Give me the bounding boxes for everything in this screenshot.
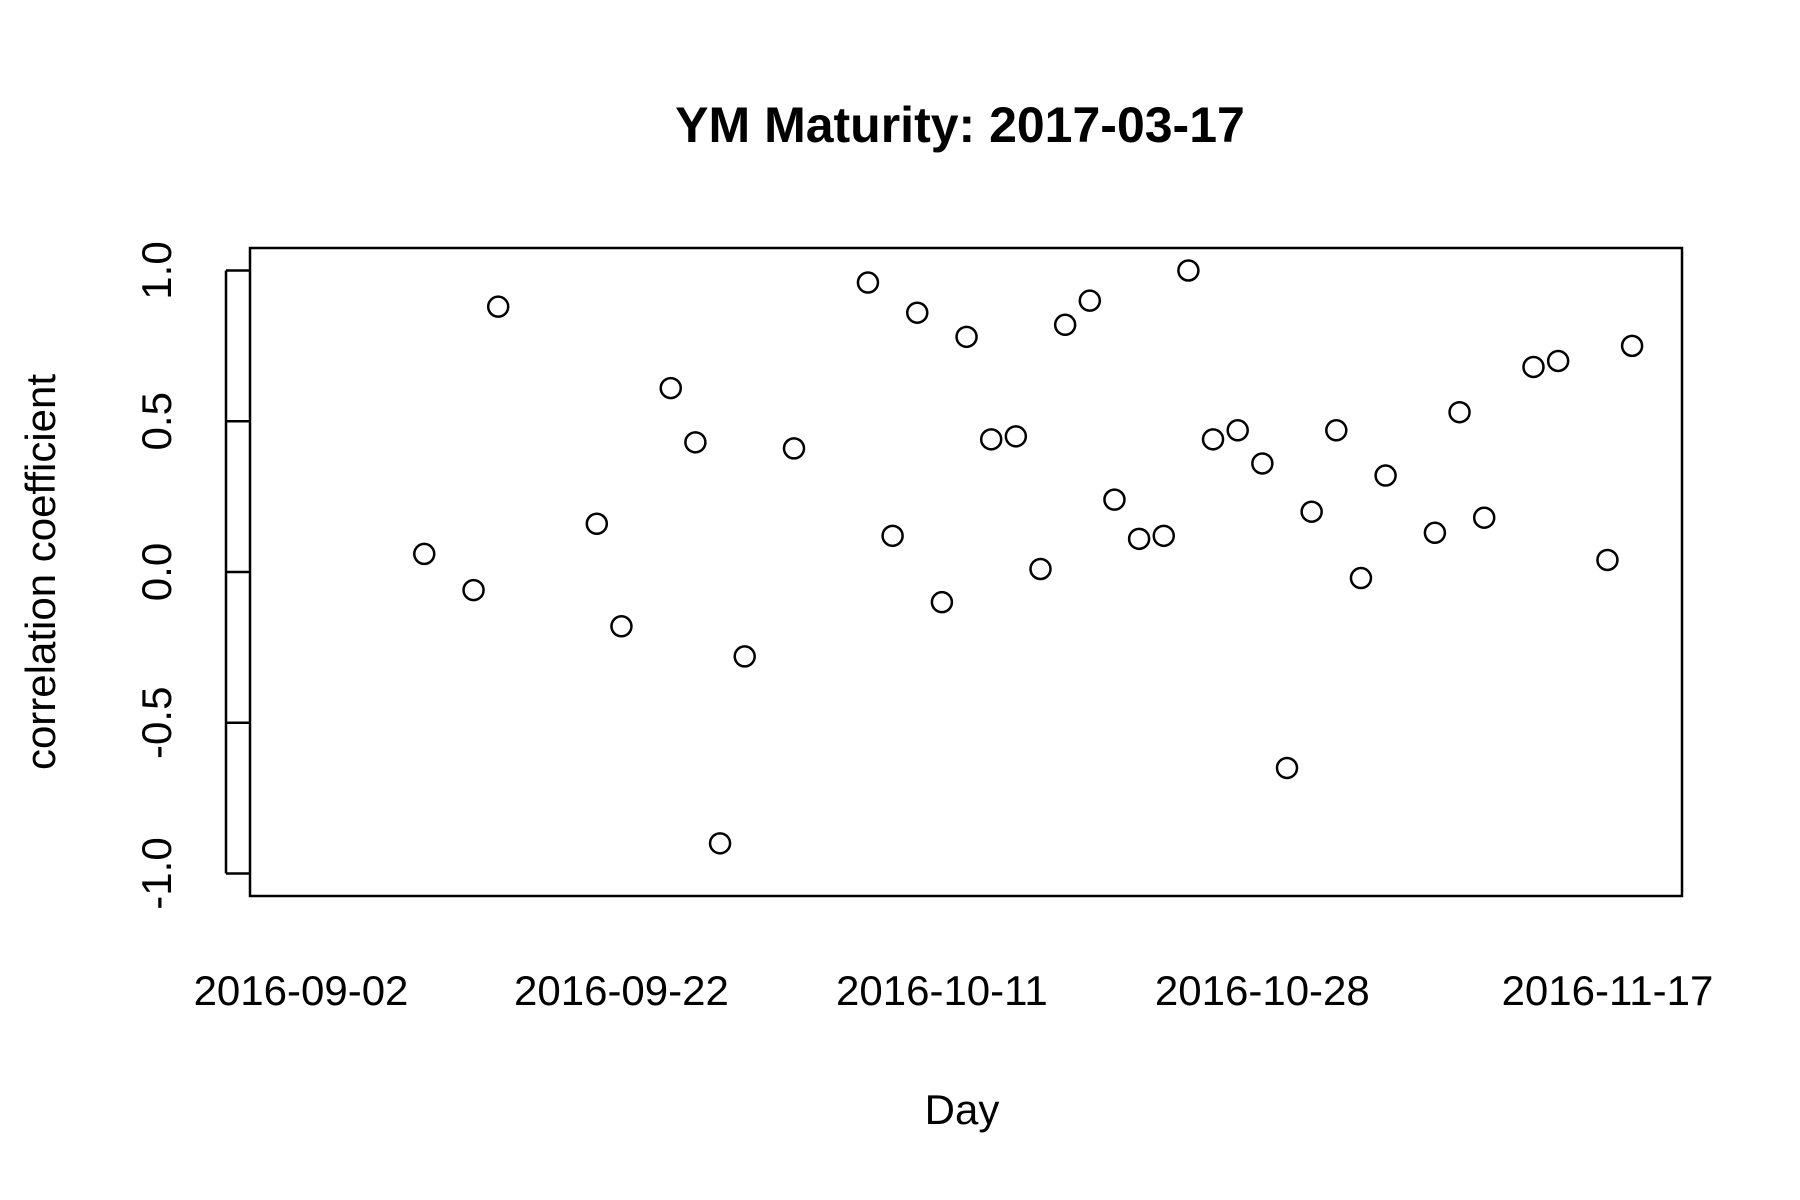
data-point: [733, 645, 756, 668]
data-point: [1177, 259, 1200, 282]
data-point: [486, 295, 510, 318]
data-point: [930, 590, 954, 614]
chart-title: YM Maturity: 2017-03-17: [675, 97, 1245, 153]
data-point: [1201, 428, 1225, 451]
data-point: [1423, 521, 1447, 545]
data-point: [1349, 566, 1373, 590]
x-tick-label: 2016-09-02: [194, 967, 409, 1014]
data-point: [1251, 452, 1274, 475]
y-tick-label: 1.0: [133, 241, 180, 299]
data-point: [585, 512, 609, 536]
y-axis-label: correlation coefficient: [17, 374, 64, 770]
data-point: [1300, 500, 1323, 523]
data-point: [1152, 524, 1175, 548]
data-point: [462, 578, 485, 602]
x-tick-label: 2016-11-17: [1502, 967, 1714, 1014]
y-tick-label: -0.5: [133, 687, 180, 759]
data-point: [955, 325, 978, 349]
x-axis-label: Day: [925, 1086, 1000, 1133]
data-point: [708, 832, 732, 855]
data-points: [413, 259, 1644, 855]
y-tick-label: 0.0: [133, 543, 180, 601]
data-point: [1374, 464, 1397, 487]
x-tick-label: 2016-10-28: [1155, 967, 1370, 1014]
y-axis: -1.0 -0.5 0.0 0.5 1.0: [133, 241, 250, 910]
data-point: [1472, 506, 1496, 529]
data-point: [1546, 349, 1570, 373]
plot-frame: [248, 246, 1684, 898]
data-point: [1078, 289, 1102, 312]
data-point: [1226, 419, 1249, 442]
y-tick-label: -1.0: [133, 837, 180, 909]
data-point: [1325, 419, 1348, 442]
data-point: [1596, 548, 1619, 572]
x-tick-label: 2016-09-22: [514, 967, 729, 1014]
data-point: [856, 271, 880, 294]
data-point: [979, 428, 1003, 451]
data-point: [1620, 334, 1644, 358]
data-point: [906, 301, 929, 324]
data-point: [1522, 355, 1545, 379]
data-point: [413, 542, 436, 566]
data-point: [610, 615, 633, 638]
data-point: [684, 431, 707, 454]
data-point: [659, 376, 682, 400]
data-point: [1448, 400, 1471, 424]
data-point: [1004, 425, 1028, 448]
data-point: [1053, 313, 1077, 337]
data-point: [782, 437, 806, 460]
data-point: [1029, 557, 1052, 581]
data-point: [1103, 488, 1126, 511]
data-point: [881, 524, 904, 548]
x-axis: 2016-09-02 2016-09-22 2016-10-11 2016-10-28…: [194, 967, 1714, 1014]
y-tick-label: 0.5: [133, 392, 180, 450]
data-point: [1275, 756, 1299, 780]
x-tick-label: 2016-10-11: [836, 967, 1048, 1014]
data-point: [1127, 527, 1151, 551]
